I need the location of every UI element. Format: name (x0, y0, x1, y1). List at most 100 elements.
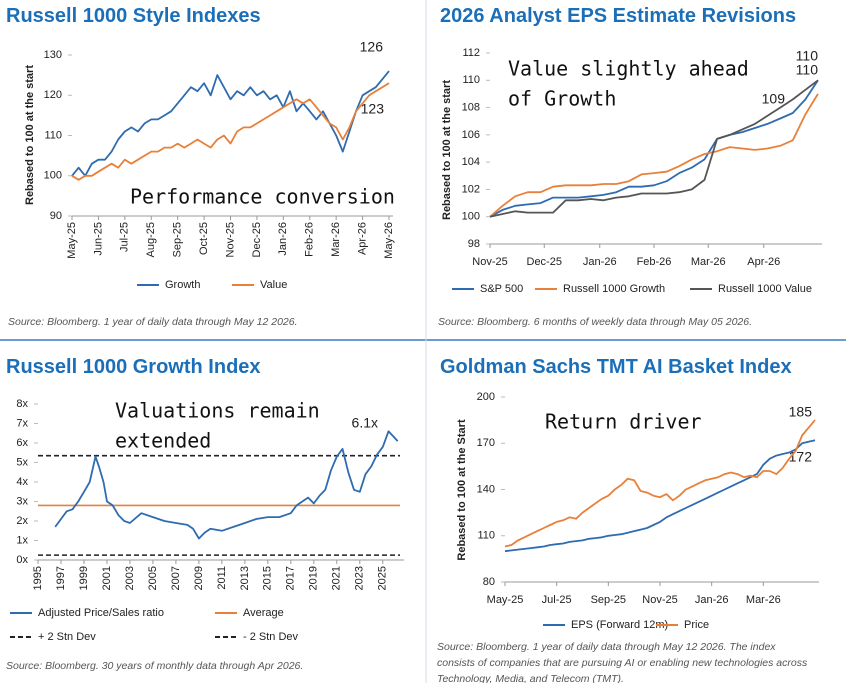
legend-label: - 2 Stn Dev (243, 631, 299, 643)
y-tick-label: 112 (462, 47, 480, 59)
y-tick-label: 98 (468, 238, 480, 250)
legend-label: Growth (165, 279, 200, 291)
x-tick-label: Sep-25 (591, 594, 626, 606)
annotation: of Growth (508, 87, 616, 111)
y-tick-label: 108 (462, 101, 480, 113)
y-tick-label: 0x (16, 554, 28, 566)
x-tick-label: Mar-26 (691, 256, 726, 268)
end-label: 110 (796, 48, 819, 64)
y-tick-label: 200 (477, 391, 495, 403)
legend-label: Average (243, 607, 284, 619)
x-tick-label: Mar-26 (746, 594, 781, 606)
chart-title: Russell 1000 Style Indexes (6, 5, 261, 27)
x-tick-label: 2025 (377, 566, 389, 590)
end-label: 110 (796, 62, 819, 78)
x-tick-label: 2017 (285, 566, 297, 590)
x-tick-label: 2015 (262, 566, 274, 590)
y-tick-label: 140 (477, 483, 495, 495)
x-tick-label: 2019 (308, 566, 320, 590)
y-axis-label: Rebased to 100 at the Start (456, 419, 468, 561)
y-tick-label: 4x (16, 476, 28, 488)
chart-title: Goldman Sachs TMT AI Basket Index (440, 356, 792, 378)
x-tick-label: 2005 (147, 566, 159, 590)
x-tick-label: 2009 (193, 566, 205, 590)
y-tick-label: 102 (462, 183, 480, 195)
line-series (54, 430, 399, 540)
y-tick-label: 90 (50, 210, 62, 222)
x-tick-label: Nov-25 (642, 594, 677, 606)
chart-title: Russell 1000 Growth Index (6, 356, 261, 378)
line-series (489, 79, 819, 218)
y-axis-label: Rebased to 100 at the start (24, 65, 36, 205)
x-tick-label: Jul-25 (119, 222, 131, 252)
end-label: 185 (789, 404, 813, 420)
y-tick-label: 6x (16, 437, 28, 449)
legend-label: Adjusted Price/Sales ratio (38, 607, 164, 619)
annotation: Value slightly ahead (508, 57, 749, 81)
y-tick-label: 130 (44, 49, 62, 61)
x-tick-label: 1997 (55, 566, 67, 590)
x-tick-label: Jan-26 (583, 256, 617, 268)
x-tick-label: 2007 (170, 566, 182, 590)
y-tick-label: 5x (16, 456, 28, 468)
source-note: Technology, Media, and Telecom (TMT). (437, 673, 624, 683)
y-tick-label: 100 (44, 170, 62, 182)
end-label: 109 (762, 91, 786, 107)
line-series (71, 82, 390, 181)
x-tick-label: Dec-25 (251, 222, 263, 257)
x-tick-label: Jun-25 (92, 222, 104, 256)
y-tick-label: 3x (16, 495, 28, 507)
line-series (71, 70, 390, 177)
x-tick-label: Feb-26 (637, 256, 672, 268)
source-note: Source: Bloomberg. 6 months of weekly da… (438, 316, 752, 328)
x-tick-label: Jan-26 (695, 594, 729, 606)
y-tick-label: 110 (44, 129, 62, 141)
x-tick-label: May-25 (66, 222, 78, 259)
x-tick-label: Oct-25 (198, 222, 210, 255)
x-tick-label: Apr-26 (356, 222, 368, 255)
source-note: Source: Bloomberg. 1 year of daily data … (437, 641, 776, 653)
line-series (489, 93, 819, 218)
y-tick-label: 1x (16, 534, 28, 546)
x-tick-label: Nov-25 (472, 256, 507, 268)
y-tick-label: 104 (462, 156, 480, 168)
end-label: 6.1x (352, 415, 378, 431)
annotation: Performance conversion (130, 185, 395, 209)
x-tick-label: Jul-25 (542, 594, 572, 606)
x-tick-label: Mar-26 (330, 222, 342, 257)
legend-label: Russell 1000 Growth (563, 283, 665, 295)
x-tick-label: Aug-25 (145, 222, 157, 257)
legend-label: EPS (Forward 12m) (571, 619, 668, 631)
y-tick-label: 80 (483, 576, 495, 588)
y-tick-label: 8x (16, 398, 28, 410)
x-tick-label: May-25 (487, 594, 524, 606)
y-tick-label: 120 (44, 89, 62, 101)
source-note: Source: Bloomberg. 1 year of daily data … (8, 316, 298, 328)
x-tick-label: Feb-26 (304, 222, 316, 257)
y-tick-label: 110 (477, 530, 495, 542)
x-tick-label: Dec-25 (527, 256, 562, 268)
y-tick-label: 110 (462, 74, 480, 86)
x-tick-label: 2013 (239, 566, 251, 590)
x-tick-label: Nov-25 (224, 222, 236, 257)
x-tick-label: 2011 (216, 566, 228, 590)
x-tick-label: 2003 (124, 566, 136, 590)
x-tick-label: 2001 (101, 566, 113, 590)
end-label: 172 (789, 449, 813, 465)
legend-label: Price (684, 619, 709, 631)
line-series (504, 419, 816, 548)
annotation: extended (115, 429, 211, 453)
end-label: 123 (361, 101, 385, 117)
line-series (504, 439, 816, 553)
annotation: Valuations remain (115, 399, 320, 423)
line-series (489, 79, 819, 218)
x-tick-label: 1999 (78, 566, 90, 590)
y-tick-label: 106 (462, 129, 480, 141)
x-tick-label: 1995 (32, 566, 44, 590)
y-tick-label: 100 (462, 211, 480, 223)
x-tick-label: Sep-25 (172, 222, 184, 257)
legend-label: Value (260, 279, 287, 291)
x-tick-label: 2023 (354, 566, 366, 590)
x-tick-label: May-26 (383, 222, 395, 259)
